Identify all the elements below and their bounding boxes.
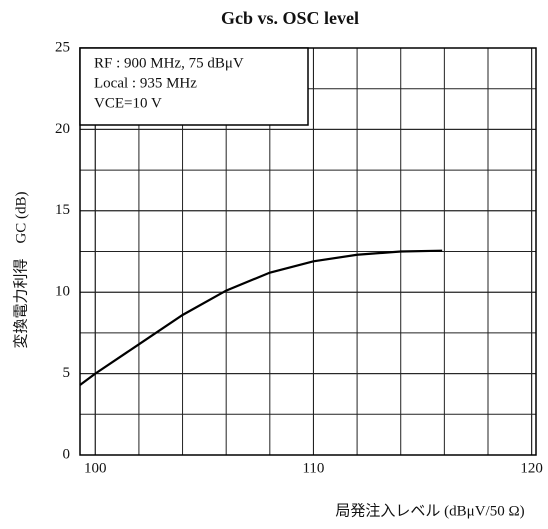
annotation: Local : 935 MHz <box>94 75 197 91</box>
x-tick-label: 110 <box>302 460 324 476</box>
y-tick-label: 20 <box>55 121 70 137</box>
x-axis-label: 局発注入レベル (dBμV/50 Ω) <box>335 502 524 519</box>
y-tick-label: 10 <box>55 284 70 300</box>
y-tick-label: 5 <box>63 365 71 381</box>
annotation: RF : 900 MHz, 75 dBμV <box>94 55 244 71</box>
y-tick-label: 25 <box>55 39 70 55</box>
line <box>79 249 443 386</box>
annotation-box <box>79 47 309 126</box>
chart-title: Gcb vs. OSC level <box>221 8 359 28</box>
y-tick-label: 0 <box>63 446 71 462</box>
y-axis-label: 変換電力利得 GC (dB) <box>12 191 29 348</box>
x-tick-label: 120 <box>520 460 543 476</box>
annotation: VCE=10 V <box>94 95 162 111</box>
x-tick-label: 100 <box>84 460 107 476</box>
y-tick-label: 15 <box>55 202 70 218</box>
